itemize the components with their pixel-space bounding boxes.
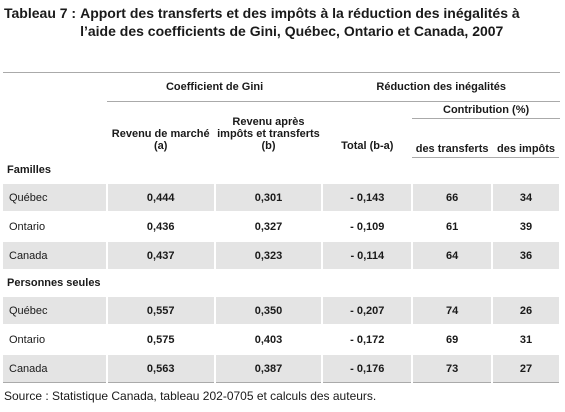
cell: - 0,143 (322, 183, 414, 213)
cell: 66 (412, 183, 494, 213)
data-row: Ontario 0,436 0,327- 0,109 61 39 (3, 212, 561, 242)
cell: 0,563 (106, 354, 216, 383)
column-header: des transferts (412, 118, 493, 158)
table-body: Familles Québec 0,444 0,301- 0,143 66 34 Ontar… (3, 157, 561, 383)
cell: 0,323 (214, 241, 324, 271)
cell: 74 (412, 296, 494, 326)
row-label: Canada (3, 354, 108, 383)
data-row: Canada 0,437 0,323- 0,114 64 36 (3, 241, 561, 271)
group-header: Réduction des inégalités (322, 72, 560, 102)
cell: 0,403 (214, 325, 324, 355)
corner (3, 72, 107, 158)
cell: 0,436 (106, 212, 216, 242)
section-row: Personnes seules (3, 270, 561, 297)
cell: 36 (492, 241, 561, 271)
table: Coefficient de Gini Réduction des inégal… (3, 72, 561, 383)
cell: - 0,114 (322, 241, 414, 271)
cell: 31 (492, 325, 561, 355)
column-header: Revenu après impôts et transferts (b) (217, 115, 320, 152)
data-row: Ontario 0,575 0,403- 0,172 69 31 (3, 325, 561, 355)
group-header: Contribution (%) (412, 101, 560, 119)
cell: 0,327 (214, 212, 324, 242)
title-label: Tableau 7 : (4, 5, 77, 21)
cell: 27 (492, 354, 561, 383)
cell: 39 (492, 212, 561, 242)
column-header: Total (b-a) (341, 139, 394, 152)
row-label: Canada (3, 241, 108, 271)
title: Tableau 7 : Apport des transferts et des… (0, 0, 565, 72)
cell: 61 (412, 212, 494, 242)
section-row: Familles (3, 157, 561, 184)
cell: - 0,109 (322, 212, 414, 242)
section-label: Personnes seules (3, 270, 561, 297)
cell: 34 (492, 183, 561, 213)
title-text: Apport des transferts et des impôts à la… (80, 5, 520, 39)
row-label: Ontario (3, 325, 108, 355)
cell: - 0,207 (322, 296, 414, 326)
cell: 0,557 (106, 296, 216, 326)
cell: 64 (412, 241, 494, 271)
source: Source : Statistique Canada, tableau 202… (4, 389, 377, 403)
cell: 26 (492, 296, 561, 326)
cell: 0,444 (106, 183, 216, 213)
column-header: Revenu de marché (a) (111, 127, 210, 152)
data-row: Canada 0,563 0,387- 0,176 73 27 (3, 354, 561, 383)
data-row: Québec 0,444 0,301- 0,143 66 34 (3, 183, 561, 213)
cell: - 0,172 (322, 325, 414, 355)
cell: 0,437 (106, 241, 216, 271)
cell: - 0,176 (322, 354, 414, 383)
row-label: Ontario (3, 212, 108, 242)
cell: 0,387 (214, 354, 324, 383)
group-header: Coefficient de Gini (106, 72, 323, 102)
cell: 69 (412, 325, 494, 355)
section-label: Familles (3, 157, 561, 184)
row-label: Québec (3, 183, 108, 213)
row-label: Québec (3, 296, 108, 326)
data-row: Québec 0,557 0,350- 0,207 74 26 (3, 296, 561, 326)
cell: 73 (412, 354, 494, 383)
cell: 0,575 (106, 325, 216, 355)
cell: 0,301 (214, 183, 324, 213)
column-header: des impôts (492, 118, 560, 158)
cell: 0,350 (214, 296, 324, 326)
